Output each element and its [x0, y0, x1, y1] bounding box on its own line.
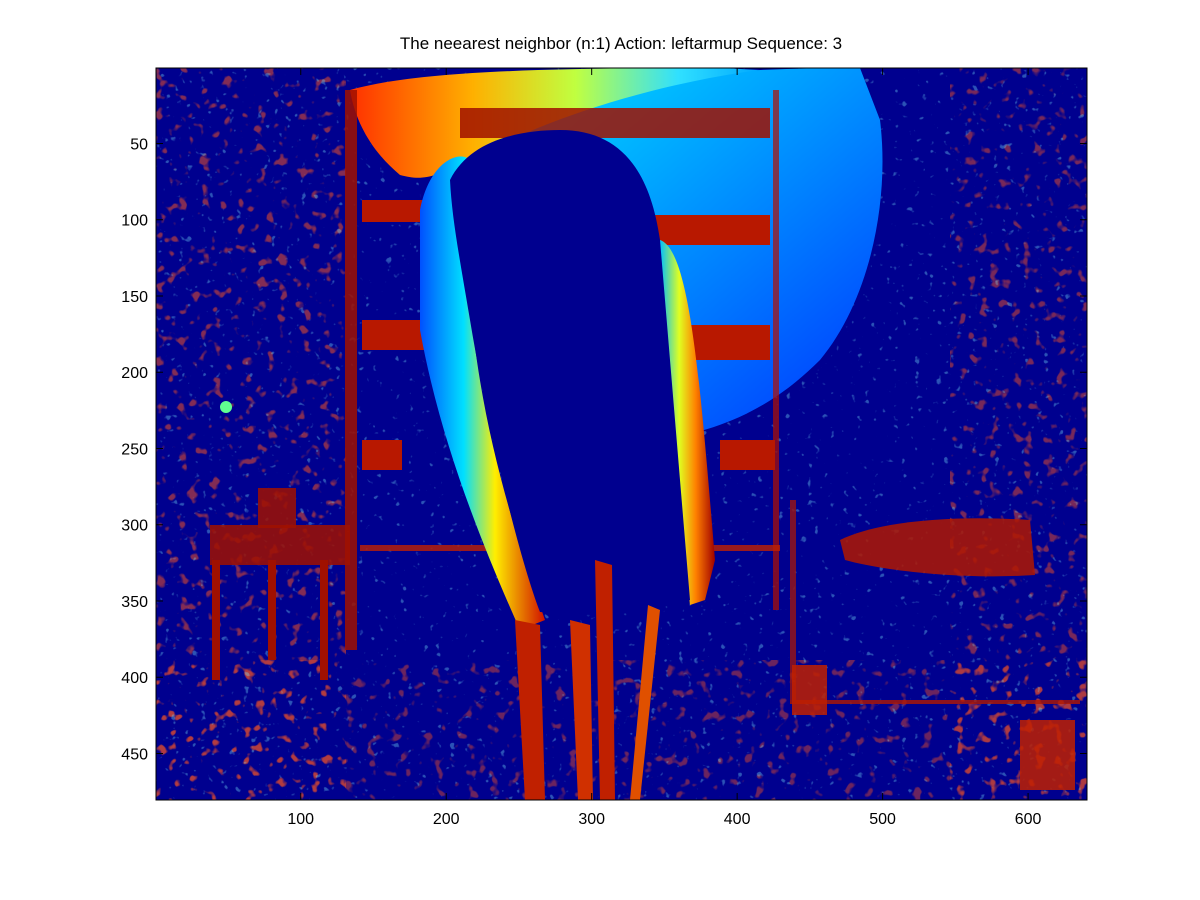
chair-seat [210, 525, 350, 565]
frame-left-shelf-1 [362, 200, 432, 222]
heatmap-image [156, 68, 1087, 800]
y-tick-label: 300 [121, 518, 148, 535]
bottom-mid-patch [792, 665, 827, 715]
y-tick-label: 200 [121, 365, 148, 382]
leg-right [630, 605, 660, 800]
leg-mid-2 [595, 560, 615, 800]
y-tick-label: 100 [121, 213, 148, 230]
x-tick-label: 300 [578, 811, 605, 828]
y-tick-label: 150 [121, 289, 148, 306]
chair-back [258, 488, 296, 528]
y-tick-label: 450 [121, 746, 148, 763]
person-left-band [420, 156, 545, 630]
x-tick-label: 200 [433, 811, 460, 828]
frame-left-shelf-3 [362, 440, 402, 470]
chair-leg-3 [320, 560, 328, 680]
top-fan [350, 68, 760, 178]
leg-mid-1 [570, 620, 593, 800]
sofa-line [790, 700, 1080, 704]
x-tick-label: 400 [724, 811, 751, 828]
plot-frame [155, 67, 1088, 801]
chart-title: The neearest neighbor (n:1) Action: left… [400, 34, 842, 53]
frame-top-bar [460, 108, 770, 138]
chair-leg-2 [268, 560, 276, 660]
y-tick-label: 50 [130, 136, 148, 153]
chair-leg-1 [212, 560, 220, 680]
frame-right-shelf-3 [720, 440, 775, 470]
x-tick-label: 600 [1015, 811, 1042, 828]
bottom-right-patch [1020, 720, 1075, 790]
y-tick-label: 350 [121, 594, 148, 611]
sofa-cushion [840, 518, 1035, 577]
x-tick-label: 100 [287, 811, 314, 828]
frame-left-post [345, 90, 357, 650]
x-axis: 100 200 300 400 500 600 [287, 68, 1042, 828]
sofa-post [790, 500, 796, 700]
y-tick-label: 250 [121, 441, 148, 458]
frame-right-post [773, 90, 779, 610]
frame-right-shelf-1 [650, 215, 770, 245]
person-right-band [660, 240, 715, 605]
small-dot [220, 401, 232, 413]
leg-left [515, 620, 545, 800]
person-body [450, 130, 690, 614]
x-tick-label: 500 [869, 811, 896, 828]
y-axis: 50 100 150 200 250 300 350 400 450 [121, 136, 1087, 763]
y-tick-label: 400 [121, 670, 148, 687]
